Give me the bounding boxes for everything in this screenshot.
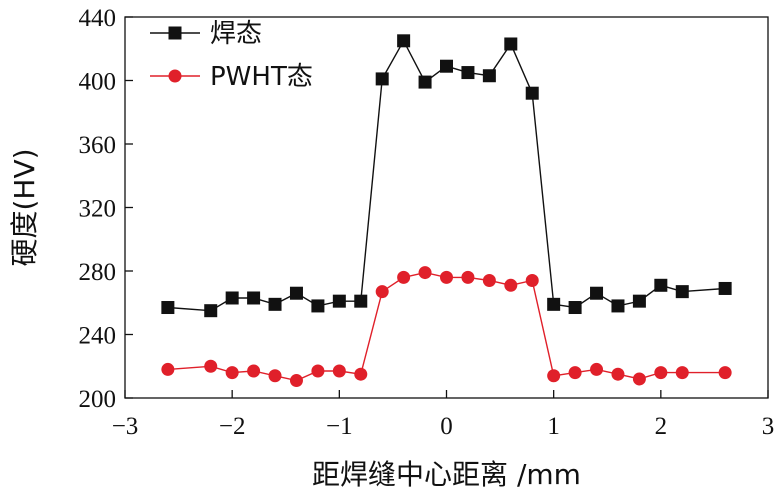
data-point xyxy=(204,359,218,373)
legend: 焊态 PWHT态 xyxy=(150,19,313,92)
legend-label: 焊态 xyxy=(210,19,262,49)
data-point xyxy=(547,369,561,383)
data-point xyxy=(289,374,303,388)
data-point xyxy=(504,278,518,292)
series-pwht xyxy=(161,266,732,388)
x-tick-label: 2 xyxy=(655,413,668,440)
data-point xyxy=(311,364,325,378)
data-point xyxy=(440,59,453,73)
data-point xyxy=(268,369,282,383)
data-point xyxy=(611,367,625,381)
data-point xyxy=(568,366,582,380)
x-tick-label: −2 xyxy=(219,413,246,440)
data-point xyxy=(461,66,475,80)
data-point xyxy=(547,297,561,311)
data-point xyxy=(268,297,282,311)
data-point xyxy=(482,274,496,288)
x-tick-label: −1 xyxy=(326,413,353,440)
data-point xyxy=(354,367,368,381)
data-point xyxy=(611,299,625,313)
data-point xyxy=(247,291,261,305)
y-tick-label: 200 xyxy=(79,386,117,413)
x-axis-title: 距焊缝中心距离 /mm xyxy=(312,458,581,491)
data-point xyxy=(161,301,175,315)
series-line xyxy=(167,271,726,382)
data-point xyxy=(225,291,239,305)
data-point xyxy=(482,69,496,83)
x-tick-label: 3 xyxy=(762,413,775,440)
axes: −3 −2 −1 0 1 2 3 200 240 280 320 360 400 440 xyxy=(79,5,775,440)
y-tick-label: 240 xyxy=(79,323,117,350)
data-point xyxy=(397,34,411,48)
data-point xyxy=(375,72,389,86)
data-point xyxy=(718,366,732,380)
data-point xyxy=(332,294,346,308)
data-point xyxy=(161,362,175,376)
data-point xyxy=(675,285,689,299)
data-point xyxy=(654,278,668,292)
y-tick-label: 360 xyxy=(79,132,117,159)
data-point xyxy=(461,270,475,284)
data-point xyxy=(632,294,646,308)
y-tick-label: 400 xyxy=(79,69,117,96)
series-as-welded xyxy=(161,34,732,318)
x-tick-label: 0 xyxy=(440,413,453,440)
data-point xyxy=(332,364,346,378)
data-point xyxy=(675,366,689,380)
data-point xyxy=(632,372,646,386)
y-tick-label: 320 xyxy=(79,196,117,223)
data-point xyxy=(311,299,325,313)
data-point xyxy=(418,75,432,89)
y-axis-title: 硬度(HV) xyxy=(8,148,41,266)
data-point xyxy=(375,285,389,299)
data-point xyxy=(354,294,368,308)
data-point xyxy=(397,270,411,284)
data-point xyxy=(525,86,539,100)
series-layer xyxy=(161,34,732,388)
data-point xyxy=(418,266,432,280)
y-tick-label: 280 xyxy=(79,259,117,286)
legend-marker xyxy=(168,69,182,83)
x-tick-label: −3 xyxy=(112,413,139,440)
y-tick-label: 440 xyxy=(79,5,117,32)
x-tick-label: 1 xyxy=(547,413,560,440)
data-point xyxy=(504,37,518,51)
data-point xyxy=(568,301,582,315)
data-point xyxy=(225,366,239,380)
data-point xyxy=(654,366,668,380)
data-point xyxy=(590,286,604,300)
data-point xyxy=(289,286,303,300)
data-point xyxy=(718,281,732,295)
data-point xyxy=(525,274,539,288)
data-point xyxy=(247,364,261,378)
data-point xyxy=(590,362,604,376)
legend-marker xyxy=(168,26,182,40)
data-point xyxy=(440,270,453,284)
legend-label: PWHT态 xyxy=(210,62,313,92)
data-point xyxy=(204,304,218,318)
